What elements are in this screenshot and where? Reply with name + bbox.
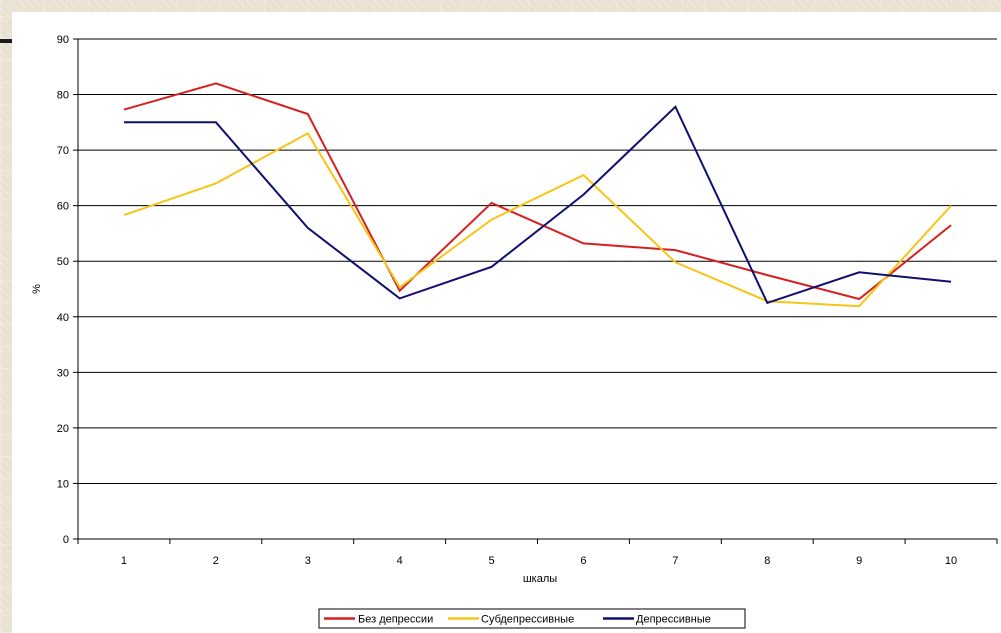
legend: Без депрессии Субдепрессивные Депрессивные bbox=[318, 608, 746, 629]
series-line-3 bbox=[124, 105, 952, 305]
series-line-2 bbox=[123, 132, 952, 308]
x-tick-label: 9 bbox=[856, 555, 862, 567]
x-tick-label: 8 bbox=[764, 555, 770, 567]
legend-label: Без депрессии bbox=[358, 614, 433, 626]
y-tick-label: 10 bbox=[57, 478, 69, 490]
x-tick-label: 10 bbox=[945, 555, 957, 567]
y-tick-label: 80 bbox=[57, 90, 69, 102]
axes bbox=[73, 38, 998, 544]
y-axis-title: % bbox=[31, 284, 43, 294]
y-tick-label: 90 bbox=[57, 34, 69, 46]
series-line-1 bbox=[123, 82, 952, 301]
x-axis-title: шкалы bbox=[523, 573, 557, 585]
y-tick-label: 40 bbox=[57, 312, 69, 324]
series-lines bbox=[123, 82, 952, 308]
y-tick-label: 60 bbox=[57, 201, 69, 213]
title-accent-bar bbox=[0, 39, 20, 43]
legend-label: Депрессивные bbox=[636, 614, 711, 626]
chart-panel bbox=[12, 12, 1001, 633]
legend-box bbox=[318, 608, 746, 629]
y-tick-label: 30 bbox=[57, 367, 69, 379]
tick-labels: 0 10 20 30 40 50 60 70 80 90 1 2 3 4 5 6 7 8 9 10 bbox=[57, 34, 957, 567]
x-tick-label: 4 bbox=[397, 555, 403, 567]
x-tick-label: 6 bbox=[580, 555, 586, 567]
y-tick-label: 0 bbox=[63, 534, 69, 546]
x-tick-label: 7 bbox=[672, 555, 678, 567]
y-tick-label: 20 bbox=[57, 423, 69, 435]
y-tick-label: 70 bbox=[57, 145, 69, 157]
x-tick-label: 1 bbox=[121, 555, 127, 567]
x-tick-label: 5 bbox=[488, 555, 494, 567]
x-tick-label: 3 bbox=[305, 555, 311, 567]
x-tick-label: 2 bbox=[213, 555, 219, 567]
gridlines bbox=[78, 38, 997, 484]
legend-label: Субдепрессивные bbox=[481, 614, 574, 626]
y-tick-label: 50 bbox=[57, 256, 69, 268]
